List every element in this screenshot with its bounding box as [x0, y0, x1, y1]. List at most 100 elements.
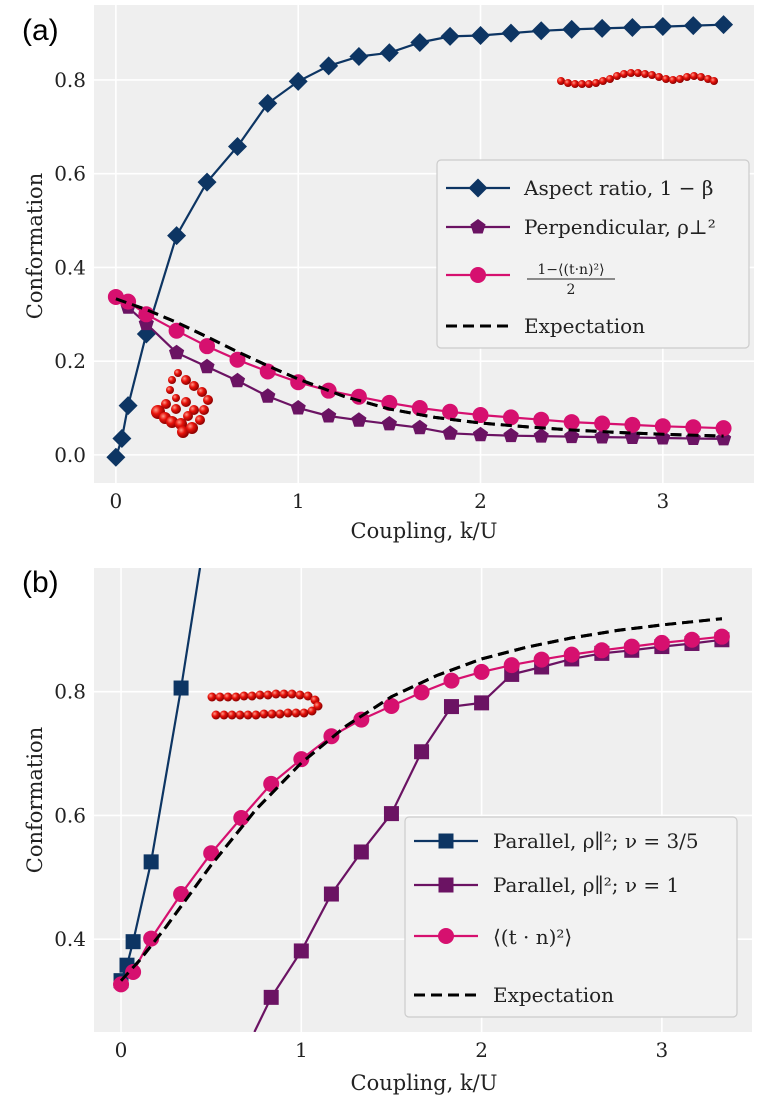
data-point — [167, 226, 187, 246]
data-point — [501, 23, 521, 43]
series-group-b — [113, 568, 730, 1032]
data-point — [683, 16, 703, 36]
legend-marker — [468, 178, 488, 198]
panel-a: (a) 0 1 2 3 0.0 0.2 0.4 0.6 0.8 — [22, 5, 754, 543]
legend-a-label: 1−⟨(t·n)²⟩ — [537, 262, 604, 278]
legend-marker — [438, 877, 454, 893]
data-point — [563, 646, 580, 663]
data-point — [653, 634, 670, 651]
data-point — [229, 372, 246, 388]
data-point — [169, 344, 185, 360]
data-point — [350, 388, 367, 405]
data-point — [173, 680, 189, 696]
data-point — [683, 631, 700, 648]
data-point — [442, 425, 458, 440]
legend-b-label: Expectation — [493, 983, 614, 1007]
legend-marker — [438, 833, 454, 849]
x-tick-label: 2 — [475, 1038, 488, 1062]
data-point — [533, 428, 549, 443]
data-point — [531, 21, 551, 41]
data-point — [112, 428, 132, 448]
x-axis-label-b: Coupling, k/U — [351, 1071, 498, 1095]
legend-marker — [438, 928, 454, 944]
legend-b-label: ⟨(t · n)²⟩ — [493, 925, 572, 949]
data-point — [410, 32, 430, 52]
data-point — [442, 403, 459, 420]
series-line — [120, 635, 723, 986]
data-point — [653, 17, 673, 37]
legend-a-label: Aspect ratio, 1 − β — [523, 176, 713, 200]
data-point — [293, 751, 310, 768]
data-point — [564, 428, 580, 444]
y-tick-label: 0.8 — [54, 68, 86, 92]
data-point — [353, 844, 369, 860]
data-point — [323, 886, 339, 902]
data-point — [714, 15, 734, 35]
x-tick-label: 1 — [295, 1038, 308, 1062]
y-axis-label-a: Conformation — [23, 173, 47, 319]
legend-a-label: 2 — [567, 282, 576, 298]
data-point — [168, 322, 185, 339]
data-point — [203, 845, 220, 862]
y-tick-label: 0.2 — [54, 349, 86, 373]
y-axis-label-b: Conformation — [23, 727, 47, 873]
x-tick-label: 0 — [110, 489, 123, 513]
data-point — [381, 416, 397, 431]
data-point — [623, 638, 640, 655]
data-point — [563, 414, 580, 431]
data-point — [106, 447, 126, 467]
data-point — [125, 963, 142, 980]
data-point — [411, 400, 428, 417]
data-point — [502, 409, 519, 426]
data-point — [383, 806, 399, 822]
grid-b: 0 1 2 3 0.4 0.6 0.8 — [54, 568, 752, 1062]
x-tick-label: 0 — [115, 1038, 128, 1062]
x-tick-label: 3 — [656, 489, 669, 513]
data-point — [503, 427, 519, 443]
data-point — [654, 418, 671, 435]
legend-a-label: Expectation — [524, 314, 645, 338]
y-tick-label: 0.0 — [54, 443, 86, 467]
data-point — [351, 412, 367, 427]
data-point — [293, 943, 309, 959]
data-point — [414, 744, 430, 760]
y-tick-label: 0.6 — [54, 803, 86, 827]
y-tick-label: 0.4 — [54, 927, 86, 951]
data-point — [473, 663, 490, 680]
panel-b: (b) 0 1 2 3 0.4 0.6 0.8 Parallel, ρ∥²; ν = 3/5… — [22, 566, 752, 1095]
data-point — [472, 407, 489, 424]
data-point — [593, 642, 610, 659]
data-point — [290, 400, 306, 415]
data-point — [199, 358, 215, 374]
data-point — [353, 711, 370, 728]
data-point — [472, 426, 489, 442]
data-point — [113, 976, 130, 993]
legend-b-label: Parallel, ρ∥²; ν = 1 — [493, 873, 679, 897]
x-axis-label-a: Coupling, k/U — [351, 519, 498, 543]
legend-a: Aspect ratio, 1 − β Perpendicular, ρ⊥² 1… — [436, 159, 750, 349]
data-point — [533, 651, 550, 668]
data-point — [383, 697, 400, 714]
legend-marker — [470, 267, 486, 283]
data-point — [258, 93, 278, 113]
data-point — [503, 657, 520, 674]
y-tick-label: 0.8 — [54, 680, 86, 704]
data-point — [443, 672, 460, 689]
data-point — [349, 47, 369, 67]
y-tick-label: 0.6 — [54, 162, 86, 186]
data-point — [533, 411, 550, 428]
molecule-extended-icon — [557, 69, 718, 88]
data-point — [227, 137, 247, 157]
legend-b: Parallel, ρ∥²; ν = 3/5 Parallel, ρ∥²; ν … — [404, 816, 738, 1018]
data-point — [260, 388, 276, 403]
data-point — [125, 934, 141, 950]
legend-a-label: Perpendicular, ρ⊥² — [524, 215, 716, 239]
series-line — [115, 296, 724, 440]
data-point — [288, 71, 308, 91]
data-point — [713, 628, 730, 645]
data-point — [562, 19, 582, 39]
data-point — [594, 415, 611, 432]
data-point — [259, 363, 276, 380]
data-point — [319, 56, 339, 76]
series-line — [115, 297, 724, 438]
